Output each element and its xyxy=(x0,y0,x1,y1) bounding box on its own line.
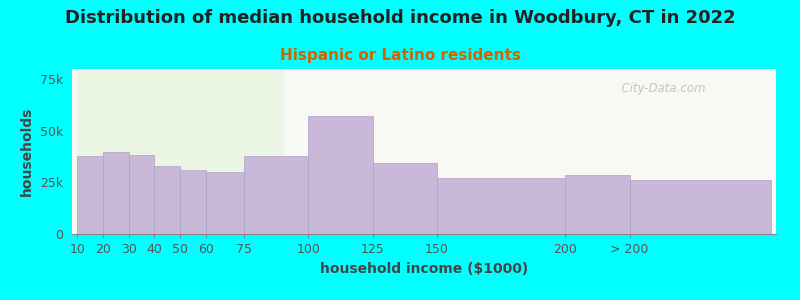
Bar xyxy=(630,180,771,234)
Bar xyxy=(154,166,180,234)
Bar xyxy=(566,175,630,234)
Text: City-Data.com: City-Data.com xyxy=(614,82,706,95)
Text: Hispanic or Latino residents: Hispanic or Latino residents xyxy=(279,48,521,63)
Bar xyxy=(437,178,566,234)
Y-axis label: households: households xyxy=(20,107,34,196)
Bar xyxy=(206,172,244,234)
Bar xyxy=(180,170,206,234)
Bar xyxy=(244,156,308,234)
Bar xyxy=(373,163,437,234)
Text: Distribution of median household income in Woodbury, CT in 2022: Distribution of median household income … xyxy=(65,9,735,27)
X-axis label: household income ($1000): household income ($1000) xyxy=(320,262,528,276)
Bar xyxy=(77,156,103,234)
Bar xyxy=(308,116,373,234)
Bar xyxy=(77,69,282,234)
Bar xyxy=(103,152,129,234)
Bar xyxy=(129,154,154,234)
